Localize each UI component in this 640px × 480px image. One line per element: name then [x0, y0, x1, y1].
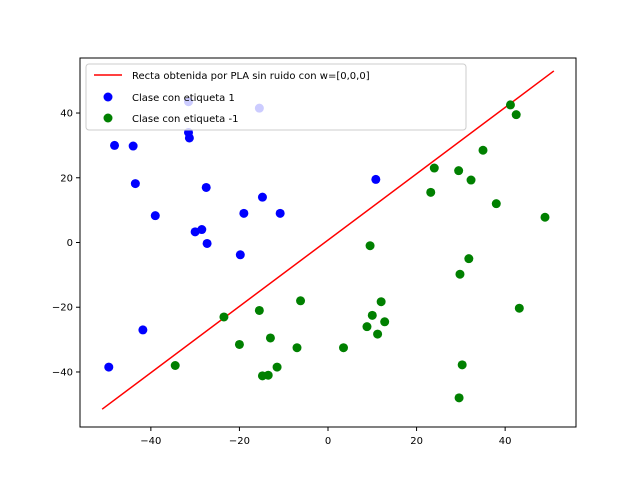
- point-class-neg1: [491, 199, 501, 209]
- point-class-1: [257, 192, 267, 202]
- point-class-neg1: [272, 362, 282, 372]
- point-class-neg1: [296, 296, 306, 306]
- point-class-neg1: [505, 100, 515, 110]
- point-class-neg1: [219, 312, 229, 322]
- x-tick-label: −20: [229, 436, 250, 447]
- point-class-1: [138, 325, 148, 335]
- point-class-neg1: [170, 361, 180, 370]
- point-class-neg1: [457, 360, 467, 370]
- point-class-neg1: [464, 254, 474, 264]
- legend-box: [85, 63, 467, 131]
- y-tick-label: 0: [67, 238, 73, 249]
- y-tick-label: −20: [52, 303, 73, 314]
- point-class-neg1: [265, 333, 275, 343]
- point-class-neg1: [511, 110, 521, 120]
- x-tick-label: 40: [499, 436, 512, 447]
- point-class-1: [110, 140, 120, 150]
- x-axis: −40 −20 0 20 40: [140, 427, 512, 447]
- y-axis: −40 −20 0 20 40: [52, 109, 80, 378]
- point-class-neg1: [540, 212, 550, 222]
- legend-label-class-neg1: Clase con etiqueta -1: [132, 114, 238, 125]
- point-class-neg1: [380, 317, 390, 327]
- point-class-neg1: [426, 187, 436, 197]
- point-class-1: [130, 179, 140, 189]
- point-class-1: [184, 133, 194, 143]
- y-tick-label: 40: [60, 109, 73, 120]
- point-class-1: [128, 141, 138, 151]
- point-class-neg1: [234, 339, 244, 349]
- pla-line: [101, 70, 555, 410]
- point-class-neg1: [454, 393, 464, 403]
- x-tick-label: −40: [140, 436, 161, 447]
- point-class-neg1: [514, 303, 524, 313]
- point-class-1: [197, 225, 207, 235]
- point-class-neg1: [254, 305, 264, 315]
- point-class-1: [150, 211, 160, 221]
- point-class-1: [239, 208, 249, 218]
- point-class-1: [275, 208, 285, 218]
- point-class-1: [371, 174, 381, 184]
- point-class-1: [201, 182, 211, 192]
- point-class-neg1: [429, 163, 439, 173]
- legend-label-line: Recta obtenida por PLA sin ruido con w=[…: [132, 71, 370, 82]
- point-class-neg1: [466, 175, 476, 185]
- legend: Recta obtenida por PLA sin ruido con w=[…: [85, 63, 467, 131]
- legend-marker-class-1: [103, 92, 113, 102]
- y-tick-label: 20: [60, 173, 73, 184]
- legend-label-class-1: Clase con etiqueta 1: [132, 93, 235, 104]
- point-class-neg1: [263, 370, 273, 380]
- point-class-neg1: [376, 297, 386, 307]
- point-class-neg1: [454, 166, 464, 176]
- point-class-1: [202, 238, 212, 248]
- point-class-neg1: [455, 269, 465, 279]
- point-class-neg1: [362, 322, 372, 332]
- point-class-neg1: [339, 343, 348, 353]
- legend-marker-class-neg1: [103, 113, 113, 123]
- y-tick-label: −40: [52, 367, 73, 378]
- x-tick-label: 0: [325, 436, 331, 447]
- point-class-1: [235, 250, 245, 260]
- plot-area: [101, 70, 555, 410]
- point-class-neg1: [365, 241, 375, 251]
- point-class-neg1: [373, 329, 383, 339]
- point-class-neg1: [367, 310, 377, 320]
- point-class-neg1: [292, 343, 302, 353]
- point-class-neg1: [478, 145, 488, 155]
- point-class-1: [104, 362, 114, 372]
- x-tick-label: 20: [410, 436, 423, 447]
